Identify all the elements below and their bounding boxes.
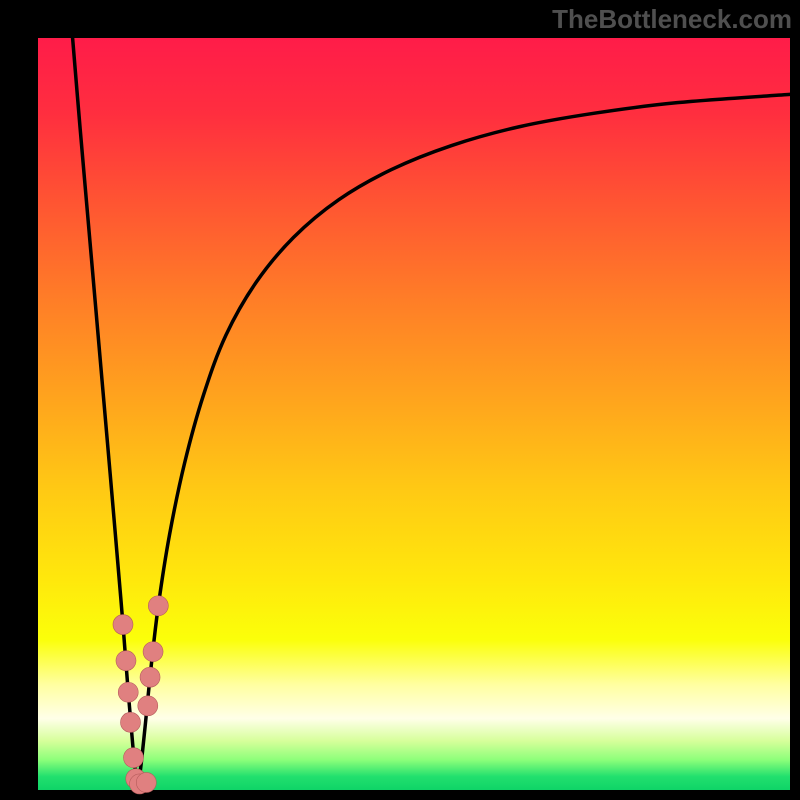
bottleneck-chart xyxy=(0,0,800,800)
data-marker xyxy=(148,596,168,616)
data-marker xyxy=(121,712,141,732)
data-marker xyxy=(143,642,163,662)
chart-container: TheBottleneck.com xyxy=(0,0,800,800)
data-marker xyxy=(113,615,133,635)
data-marker xyxy=(136,772,156,792)
data-marker xyxy=(116,651,136,671)
watermark-text: TheBottleneck.com xyxy=(552,4,792,35)
data-marker xyxy=(124,748,144,768)
data-marker xyxy=(118,682,138,702)
data-marker xyxy=(140,667,160,687)
data-marker xyxy=(138,696,158,716)
